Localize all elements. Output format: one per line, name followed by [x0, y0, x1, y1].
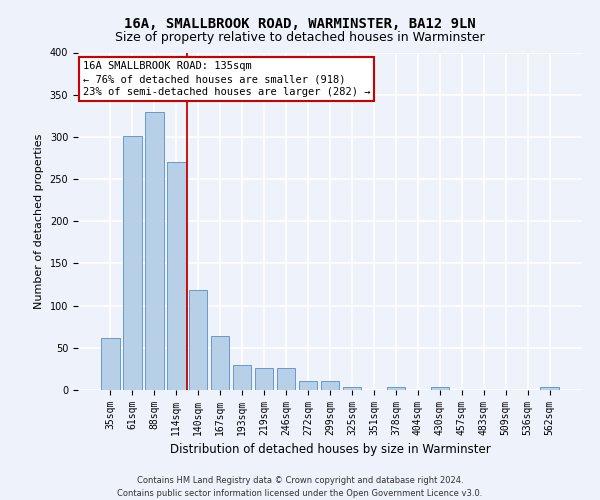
Bar: [167, 162, 185, 390]
Bar: [255, 368, 274, 390]
Bar: [343, 386, 361, 390]
Bar: [541, 386, 559, 390]
Bar: [233, 364, 251, 390]
Bar: [277, 368, 295, 390]
Bar: [431, 388, 449, 390]
Bar: [189, 290, 208, 390]
Text: Contains HM Land Registry data © Crown copyright and database right 2024.
Contai: Contains HM Land Registry data © Crown c…: [118, 476, 482, 498]
Bar: [299, 380, 317, 390]
Text: 16A SMALLBROOK ROAD: 135sqm
← 76% of detached houses are smaller (918)
23% of se: 16A SMALLBROOK ROAD: 135sqm ← 76% of det…: [83, 61, 371, 98]
Y-axis label: Number of detached properties: Number of detached properties: [34, 134, 44, 309]
Bar: [320, 380, 340, 390]
Bar: [145, 112, 164, 390]
Bar: [101, 338, 119, 390]
Bar: [123, 136, 142, 390]
Bar: [386, 386, 405, 390]
X-axis label: Distribution of detached houses by size in Warminster: Distribution of detached houses by size …: [170, 444, 490, 456]
Text: Size of property relative to detached houses in Warminster: Size of property relative to detached ho…: [115, 31, 485, 44]
Bar: [211, 336, 229, 390]
Text: 16A, SMALLBROOK ROAD, WARMINSTER, BA12 9LN: 16A, SMALLBROOK ROAD, WARMINSTER, BA12 9…: [124, 18, 476, 32]
